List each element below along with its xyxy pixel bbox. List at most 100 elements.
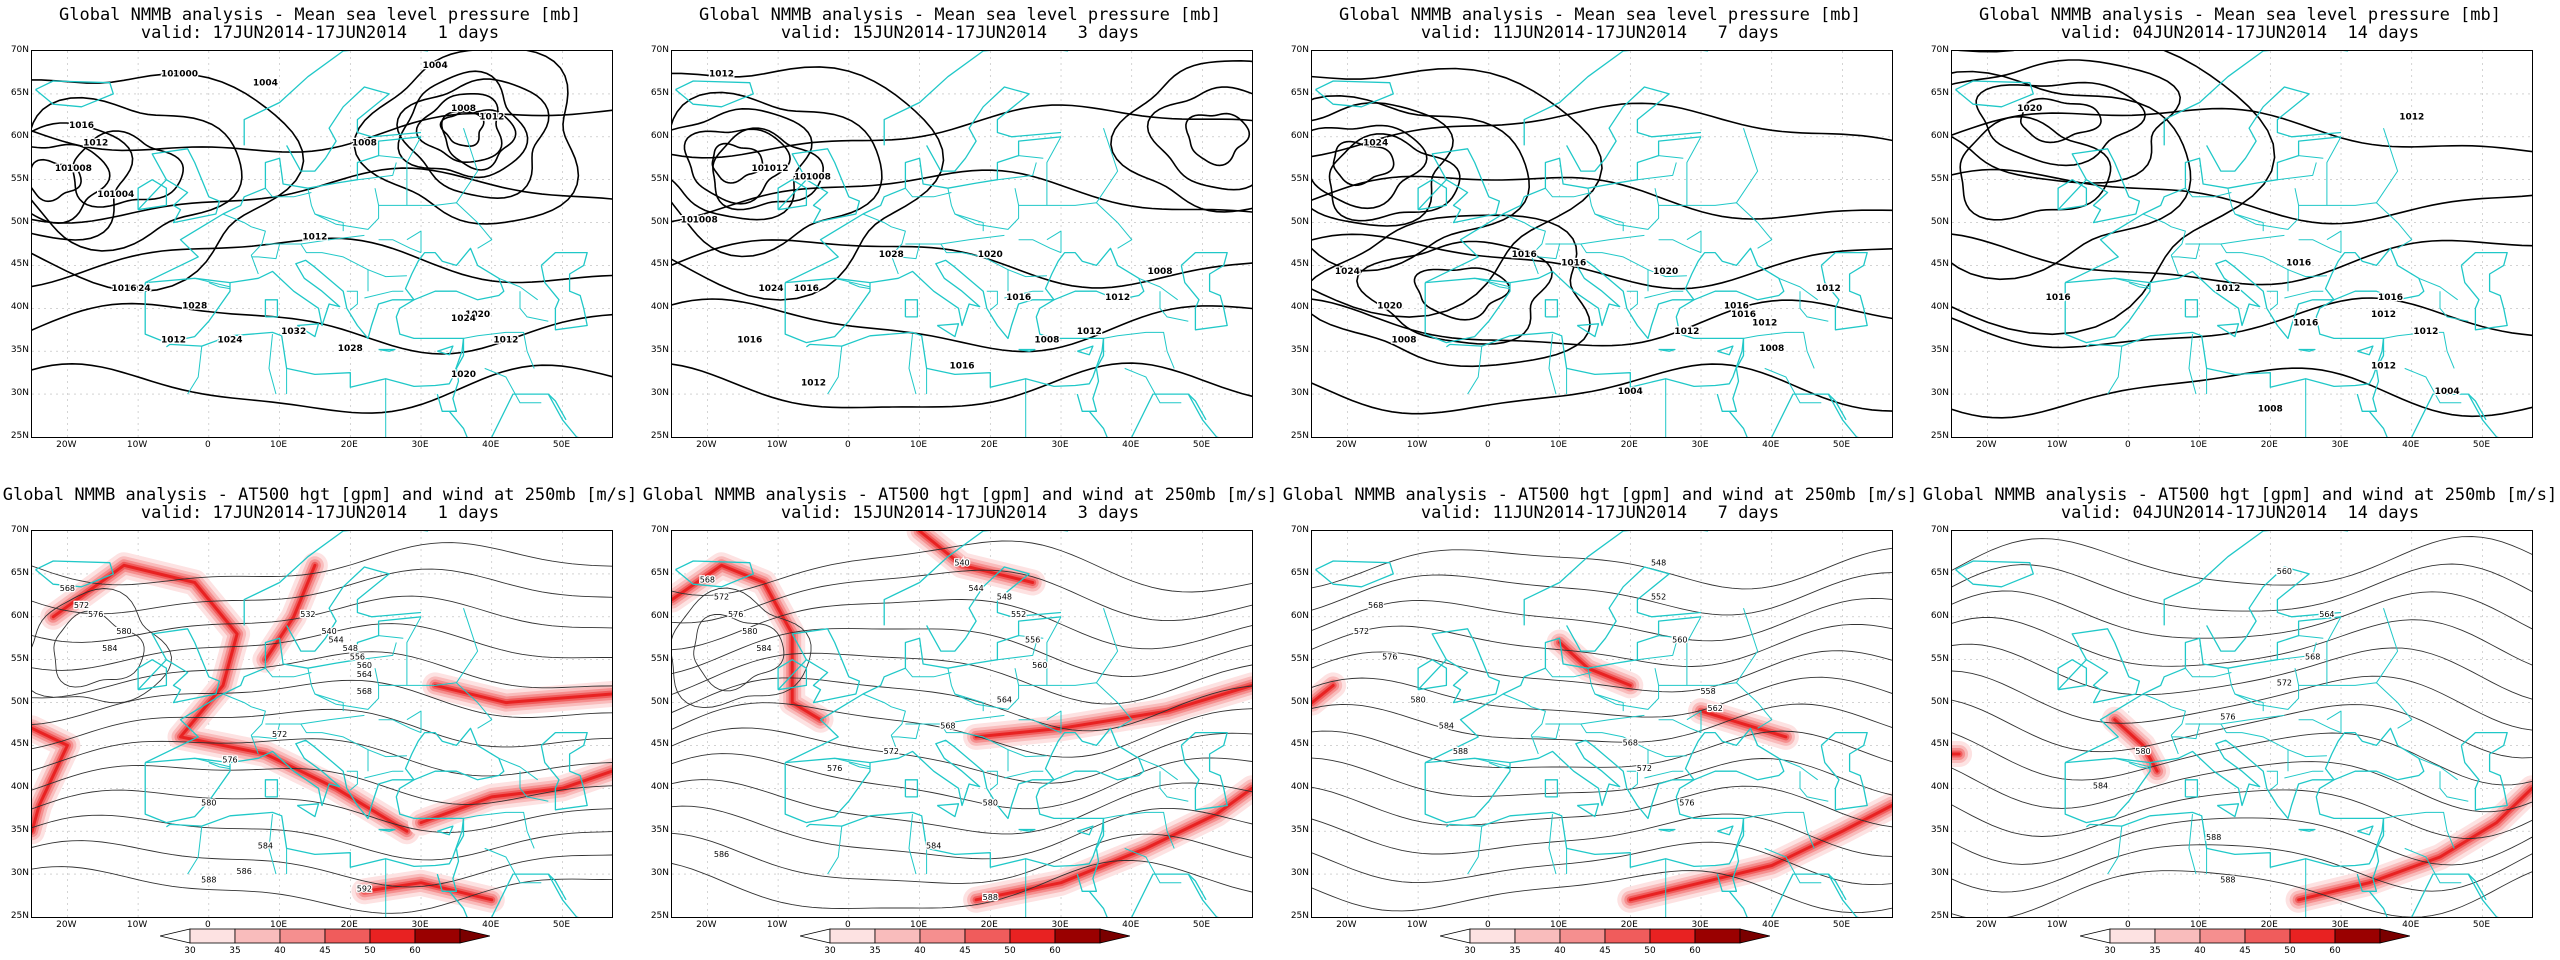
isobar xyxy=(1312,175,1892,220)
latitude-label: 50N xyxy=(1930,696,1949,707)
longitude-label: 20E xyxy=(2260,440,2278,450)
border-line xyxy=(1658,635,1684,639)
country-borders xyxy=(187,608,549,917)
latitude-label: 25N xyxy=(1290,911,1309,921)
coastline xyxy=(1315,560,1394,588)
coastline xyxy=(2064,136,2342,284)
contour-label: 1008 xyxy=(1391,336,1416,346)
colorbar-tick-label: 50 xyxy=(1004,946,1016,956)
coastline xyxy=(2206,86,2342,172)
border-line xyxy=(2298,155,2324,159)
colorbar-tick-label: 45 xyxy=(319,946,331,956)
map-canvas: 548 552 560 568 572 576 580 584 588 558 562 568 572 5… xyxy=(1312,531,1892,917)
border-line xyxy=(1018,239,1062,254)
isobar xyxy=(1952,70,2192,281)
coastline xyxy=(378,348,396,352)
border-line xyxy=(827,826,843,875)
contour-label: 588 xyxy=(201,876,216,885)
contour-label: 1012 xyxy=(479,113,504,123)
border-line xyxy=(947,188,1020,230)
wind-colorbar: 30 35 40 45 50 60 xyxy=(2080,926,2410,956)
coastline xyxy=(1728,890,1748,917)
border-line xyxy=(954,213,984,232)
contour-label: 588 xyxy=(983,893,998,902)
contour-label: 586 xyxy=(714,850,729,859)
height-contours xyxy=(672,540,1252,909)
border-line xyxy=(364,770,404,779)
isobar xyxy=(683,128,791,205)
height-isoline xyxy=(32,738,612,777)
isobar xyxy=(1328,133,1461,222)
border-line xyxy=(300,243,369,292)
country-borders xyxy=(827,608,1189,917)
coastline xyxy=(1523,531,1709,626)
coastline xyxy=(2216,323,2240,338)
latitude-label: 55N xyxy=(650,653,669,664)
coastline xyxy=(2357,345,2374,356)
longitude-label: 10W xyxy=(2046,440,2068,450)
latitude-label: 30N xyxy=(650,388,669,399)
border-line xyxy=(519,291,549,322)
border-line xyxy=(2171,723,2201,740)
contour-label: 1024 xyxy=(126,284,151,294)
mslp-panel-1: Global NMMB analysis - Mean sea level pr… xyxy=(0,0,640,480)
contour-label: 1008 xyxy=(693,216,718,226)
border-line xyxy=(268,334,277,395)
cutoff-low-contour xyxy=(53,610,145,688)
contour-label: 1008 xyxy=(67,164,92,174)
colorbar-swatch xyxy=(964,928,1011,944)
latitude-label: 25N xyxy=(10,431,29,441)
cutoff-low-contour xyxy=(672,587,812,709)
height-isoline xyxy=(672,652,1252,705)
border-line xyxy=(187,346,203,395)
longitude-label: 10W xyxy=(766,920,788,930)
latitude-label: 60N xyxy=(650,610,669,621)
longitude-label: 30E xyxy=(2331,440,2349,450)
longitude-label: 10W xyxy=(1406,440,1428,450)
contour-label: 544 xyxy=(328,636,343,645)
coastline xyxy=(1955,80,2034,108)
border-line xyxy=(1007,749,1047,758)
border-line xyxy=(1488,762,1511,770)
contour-label: 1016 xyxy=(949,361,974,371)
border-line xyxy=(905,187,952,198)
colorbar-swatch xyxy=(829,928,876,944)
latitude-label: 35N xyxy=(10,345,29,356)
border-line xyxy=(1735,128,1759,204)
border-line xyxy=(905,234,1005,245)
border-line xyxy=(1626,290,1638,311)
contour-label: 1012 xyxy=(2371,310,2396,320)
latitude-label: 40N xyxy=(1930,782,1949,793)
border-line xyxy=(1007,269,1047,278)
colorbar-swatch xyxy=(2289,928,2336,944)
panel-valid-period: valid: 15JUN2014-17JUN2014 3 days xyxy=(780,23,1140,43)
contour-label: 568 xyxy=(1368,601,1383,610)
coastline xyxy=(166,739,465,868)
latitude-label: 65N xyxy=(650,87,669,98)
latitude-label: 45N xyxy=(1290,259,1309,270)
longitude-label: 10E xyxy=(909,440,928,450)
contour-label: 1008 xyxy=(806,173,831,183)
longitude-label: 40E xyxy=(1122,440,1140,450)
border-line xyxy=(1103,331,1175,369)
hgt500-panel-3: Global NMMB analysis - AT500 hgt [gpm] a… xyxy=(1280,480,1920,960)
contour-label: 560 xyxy=(2277,567,2292,576)
isobar xyxy=(1312,233,1892,290)
coastline xyxy=(2460,731,2508,811)
contour-label: 1016 xyxy=(1561,258,1586,268)
border-line xyxy=(2266,770,2278,791)
colorbar-swatch xyxy=(414,928,461,944)
latitude-label: 45N xyxy=(1930,739,1949,750)
coastline xyxy=(1717,345,1734,356)
coastline xyxy=(1088,890,1108,917)
border-line xyxy=(1580,243,1649,292)
latitude-label: 25N xyxy=(650,911,669,921)
border-line xyxy=(1799,771,1829,802)
coastline xyxy=(1955,560,2034,588)
height-isoline xyxy=(1952,643,2532,700)
height-contours xyxy=(1312,547,1892,914)
coastline xyxy=(1424,277,1511,344)
isobar xyxy=(711,142,764,184)
border-line xyxy=(463,811,535,849)
graticule xyxy=(32,51,612,437)
